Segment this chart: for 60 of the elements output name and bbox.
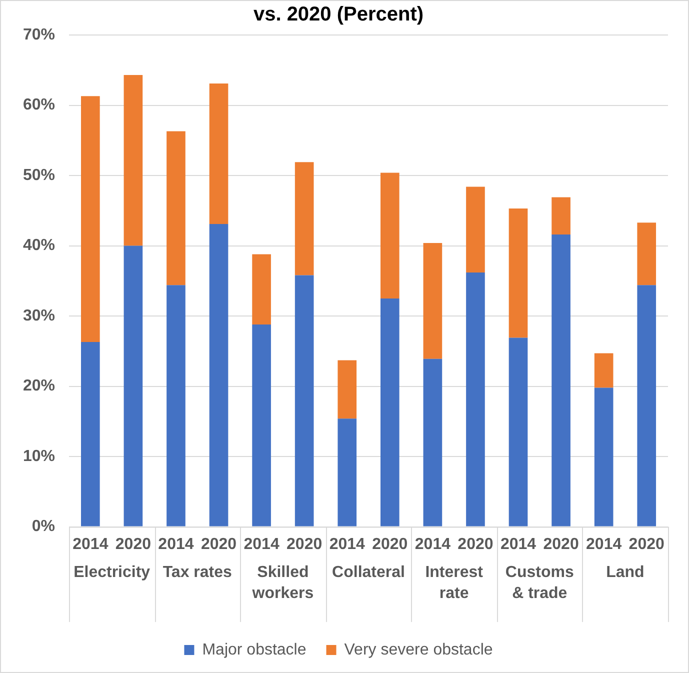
bar [423,242,442,359]
x-tick-label: 2014 [586,536,622,553]
bar [294,162,314,276]
chart-title: vs. 2020 (Percent) [253,4,424,26]
x-tick-label: 2020 [115,536,152,553]
x-tick-label: 2020 [543,536,579,553]
bar [209,224,228,526]
text: Customs & trade [505,564,574,602]
bar [466,186,485,272]
text: Land [606,564,644,582]
bar [423,358,442,526]
bar [124,75,143,246]
text: Tax rates [162,564,232,582]
bar [338,360,357,419]
y-tick-label: 50% [22,166,56,184]
y-tick-label: 40% [22,237,56,254]
bar [81,342,100,526]
y-tick-label: 30% [22,307,56,324]
x-tick-label: 2014 [158,536,194,553]
text: Electricity [74,564,150,582]
bar [466,272,485,526]
x-tick-label: 2014 [72,536,108,553]
bar [380,172,400,298]
bar [594,353,614,388]
y-tick-label: 0% [32,518,56,536]
bar [637,222,656,286]
bar [166,131,186,286]
legend-label: Very severe obstacle [344,641,493,658]
bar [81,96,100,342]
y-tick-label: 10% [22,448,56,465]
x-tick-label: 2020 [628,536,665,553]
y-tick-label: 70% [22,26,56,44]
x-tick-label: 2020 [458,536,494,553]
x-tick-label: 2020 [200,536,237,553]
x-tick-label: 2014 [329,536,366,553]
x-tick-label: 2014 [500,536,536,553]
y-tick-label: 60% [22,96,56,114]
bar [124,246,143,526]
bar [338,418,357,526]
bar [508,208,528,338]
bar [380,298,400,526]
x-tick-label: 2014 [244,536,280,553]
text: Interest rate [425,564,484,602]
bar [209,83,228,224]
x-tick-label: 2020 [286,536,322,553]
text: Collateral [332,564,405,582]
bar [166,285,186,526]
x-tick-label: 2014 [414,536,451,553]
bar [252,254,271,324]
bar [594,388,614,526]
bar [294,275,314,526]
y-tick-label: 20% [22,378,56,395]
bar [252,324,271,526]
x-tick-label: 2020 [372,536,408,553]
bar [508,338,528,526]
bar [637,285,656,526]
bar [552,197,570,235]
legend-label: Major obstacle [202,641,306,658]
bar [552,234,570,526]
text: Skilled workers [251,564,314,602]
